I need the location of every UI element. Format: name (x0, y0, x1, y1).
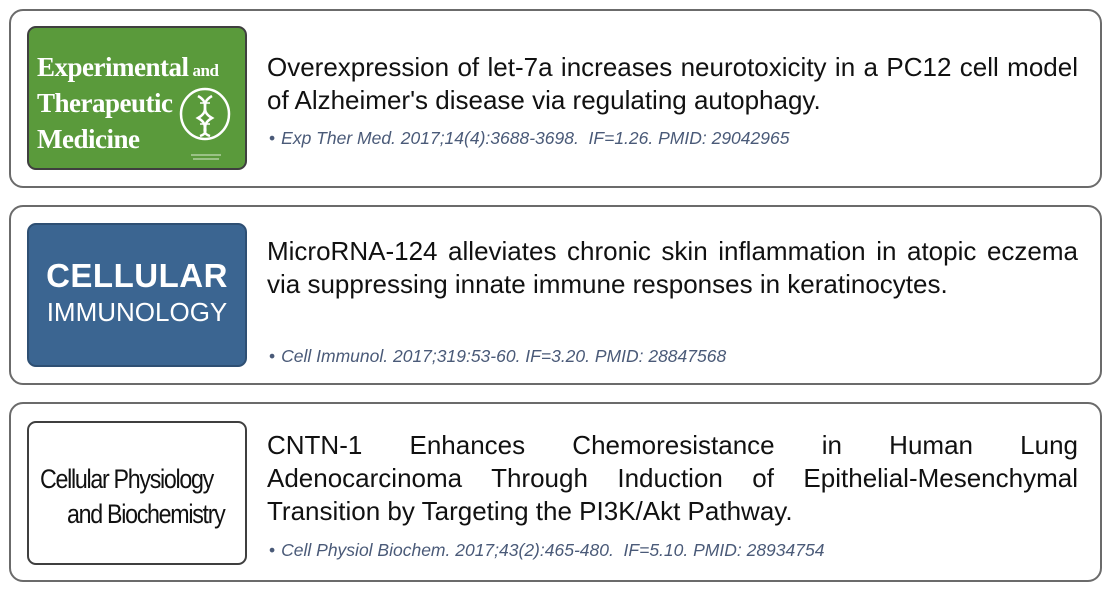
publication-citation: • Cell Physiol Biochem. 2017;43(2):465-48… (269, 540, 824, 561)
logo-text-line2: IMMUNOLOGY (46, 297, 228, 327)
bullet: • (269, 128, 276, 148)
publication-title: Overexpression of let-7a increases neuro… (267, 52, 1078, 115)
publication-card-2: CELLULAR IMMUNOLOGY MicroRNA-124 allevia… (9, 205, 1102, 385)
logo-text-line2: and Biochemistry (67, 499, 226, 529)
publication-citation: • Cell Immunol. 2017;319:53-60. IF=3.20. … (269, 346, 726, 367)
publication-title: MicroRNA-124 alleviates chronic skin inf… (267, 236, 1078, 299)
publication-card-1: Experimental and Therapeutic Medicine Ove… (9, 9, 1102, 188)
logo-text-line3: Medicine (37, 124, 140, 154)
logo-text-line2: Therapeutic (37, 88, 173, 118)
logo-text-line1: Experimental (37, 52, 189, 82)
fine-print-decoration (191, 154, 221, 160)
dna-helix-emblem-icon (179, 87, 231, 141)
publication-title: CNTN-1 Enhances Chemoresistance in Human… (267, 430, 1078, 526)
journal-logo-cell-immunol: CELLULAR IMMUNOLOGY (27, 223, 247, 367)
logo-text-line1: CELLULAR (46, 257, 228, 294)
journal-logo-exp-ther-med: Experimental and Therapeutic Medicine (27, 26, 247, 170)
logo-text-and: and (192, 61, 219, 80)
publication-card-3: Cellular Physiology and Biochemistry CNT… (9, 402, 1102, 582)
bullet: • (269, 540, 276, 560)
citation-text: Cell Physiol Biochem. 2017;43(2):465-480… (281, 540, 825, 560)
publication-citation: • Exp Ther Med. 2017;14(4):3688-3698. IF=… (269, 128, 789, 149)
citation-text: Cell Immunol. 2017;319:53-60. IF=3.20. P… (281, 346, 727, 366)
logo-text-line1: Cellular Physiology (40, 464, 214, 494)
bullet: • (269, 346, 276, 366)
journal-logo-cell-physiol-biochem: Cellular Physiology and Biochemistry (27, 421, 247, 565)
citation-text: Exp Ther Med. 2017;14(4):3688-3698. IF=1… (281, 128, 790, 148)
